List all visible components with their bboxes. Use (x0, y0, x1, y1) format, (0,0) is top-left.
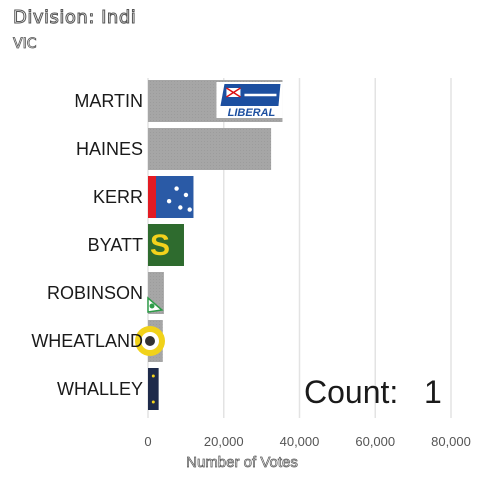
category-label: ROBINSON (47, 283, 143, 303)
category-labels: MARTIN HAINES KERR BYATT ROBINSON WHEATLAND WH… (31, 91, 143, 399)
category-label: WHEATLAND (31, 331, 143, 351)
category-label: MARTIN (74, 91, 143, 111)
x-tick-label: 20,000 (204, 434, 244, 449)
bars: LIBERAL S (135, 80, 283, 410)
category-label: WHALLEY (57, 379, 143, 399)
bar-group (147, 272, 164, 314)
bar-group: S (148, 224, 184, 266)
bar-group (148, 128, 272, 170)
x-axis-label: Number of Votes (186, 454, 298, 471)
labor-star (183, 192, 189, 198)
x-tick-label: 60,000 (355, 434, 395, 449)
category-label: BYATT (88, 235, 143, 255)
navy-logo-dot (151, 374, 155, 378)
labor-star (187, 207, 192, 212)
chart-title: Division: Indi (12, 7, 137, 29)
category-label: KERR (93, 187, 143, 207)
bar-group: LIBERAL (148, 80, 283, 122)
nationals-logo-text: S (150, 229, 170, 262)
labor-blue-field (156, 176, 194, 218)
bar-haines (148, 128, 272, 170)
labor-star (166, 199, 172, 204)
navy-logo-bg (148, 368, 159, 410)
navy-logo-dot (151, 400, 155, 404)
category-label: HAINES (76, 139, 143, 159)
greens-logo-shape (147, 296, 164, 313)
labor-star (174, 186, 179, 191)
chart-subtitle: VIC (13, 36, 37, 53)
count-label: Count: (304, 374, 398, 410)
nationals-logo-bg (148, 224, 184, 266)
bar-group (148, 368, 159, 410)
labor-star (178, 205, 183, 210)
x-tick-label: 80,000 (431, 434, 471, 449)
labor-red-stripe (148, 176, 156, 218)
yellow-logo-dot (145, 336, 155, 346)
liberal-flag-cross (226, 87, 241, 98)
bar-group (135, 320, 165, 362)
count-annotation: Count: 1 (304, 374, 442, 410)
x-tick-label: 40,000 (280, 434, 320, 449)
greens-logo-dot (149, 303, 155, 309)
x-axis-ticks: 0 20,000 40,000 60,000 80,000 (144, 434, 471, 449)
bar-group (148, 176, 194, 218)
x-tick-label: 0 (144, 434, 151, 449)
count-value: 1 (424, 374, 442, 410)
liberal-logo-text: LIBERAL (228, 107, 276, 119)
